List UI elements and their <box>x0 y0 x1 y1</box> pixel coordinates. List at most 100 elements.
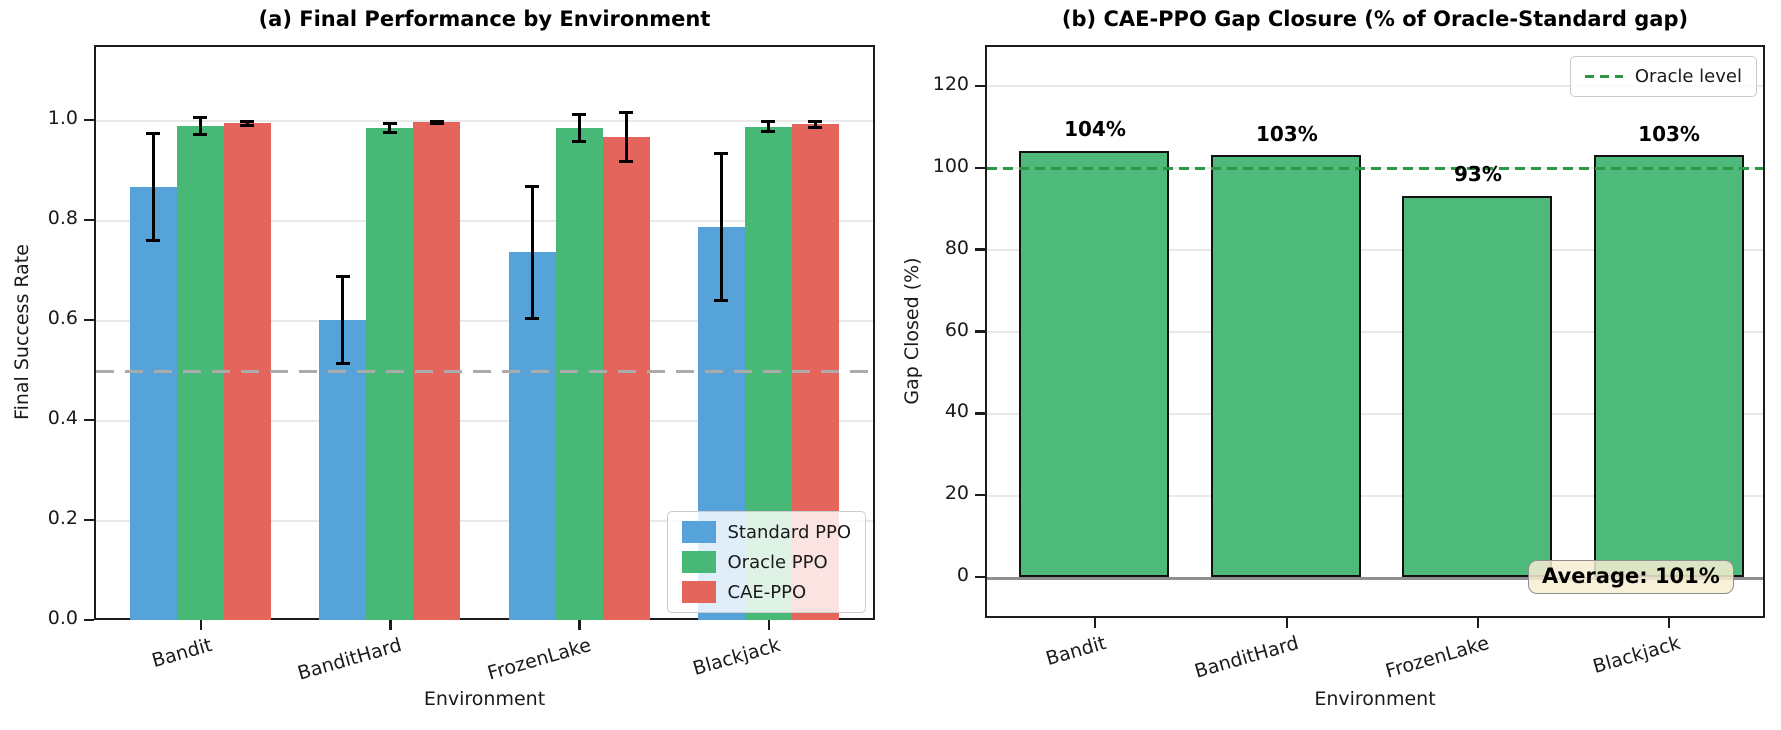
legend-label-oracle-ppo: Oracle PPO <box>727 551 828 573</box>
grid-line-y-0.4 <box>96 419 873 422</box>
grid-line-y-0.8 <box>96 219 873 222</box>
x-tick-label-blackjack: Blackjack <box>1590 632 1684 678</box>
legend-row-standard-ppo: Standard PPO <box>681 521 852 543</box>
chance-level-line <box>96 369 873 373</box>
error-cap-bottom-standard-ppo-bandithard <box>335 361 350 365</box>
error-cap-top-oracle-ppo-frozenlake <box>572 113 587 116</box>
error-cap-top-standard-ppo-frozenlake <box>525 184 540 188</box>
error-cap-bottom-oracle-ppo-frozenlake <box>572 140 587 143</box>
bar-oracle-ppo-bandithard <box>366 127 414 620</box>
error-bar-oracle-ppo-bandit <box>198 115 202 136</box>
error-cap-bottom-standard-ppo-bandit <box>146 239 161 242</box>
legend-swatch-standard-ppo <box>681 521 716 543</box>
panel-a-plot-area <box>94 45 875 620</box>
panel-b-x-axis-label: Environment <box>1314 688 1436 710</box>
x-tick-bandit <box>199 620 203 630</box>
gap-bar-frozenlake <box>1402 195 1553 577</box>
x-tick-label-frozenlake: FrozenLake <box>1383 632 1493 683</box>
y-tick-label-1: 1.0 <box>47 107 78 129</box>
error-cap-top-cae-ppo-bandit <box>240 119 255 123</box>
y-tick-120 <box>975 84 985 88</box>
legend-row-oracle-ppo: Oracle PPO <box>681 551 852 573</box>
bar-label-bandithard: 103% <box>1255 121 1318 146</box>
x-tick-label-bandit: Bandit <box>149 634 216 673</box>
panel-a-legend: Standard PPO Oracle PPO CAE-PPO <box>666 511 866 613</box>
x-tick-bandithard <box>389 620 392 630</box>
bar-oracle-ppo-frozenlake <box>555 128 603 620</box>
zero-line <box>987 576 1763 580</box>
grid-line-y-1 <box>96 119 873 122</box>
error-cap-bottom-cae-ppo-bandit <box>240 123 255 127</box>
x-tick-label-bandithard: BanditHard <box>295 634 405 685</box>
gap-bar-bandithard <box>1211 155 1362 577</box>
y-tick-label-0.2: 0.2 <box>47 507 78 529</box>
grid-line-y-80 <box>987 249 1763 252</box>
grid-line-y-0.6 <box>96 319 873 322</box>
error-bar-oracle-ppo-frozenlake <box>577 113 581 143</box>
legend-label-oracle-level: Oracle level <box>1634 66 1742 87</box>
x-tick-label-bandit: Bandit <box>1043 632 1110 671</box>
error-bar-cae-ppo-blackjack <box>813 119 817 129</box>
error-cap-top-standard-ppo-bandit <box>146 132 161 135</box>
grid-line-y-0.2 <box>96 519 873 522</box>
x-tick-bandithard <box>1285 618 1289 628</box>
error-cap-bottom-standard-ppo-blackjack <box>714 299 729 302</box>
panel-a-title: (a) Final Performance by Environment <box>258 7 711 31</box>
y-tick-20 <box>975 493 985 497</box>
y-tick-label-40: 40 <box>944 400 969 423</box>
legend-label-standard-ppo: Standard PPO <box>727 521 852 543</box>
error-cap-top-oracle-ppo-bandithard <box>382 121 397 125</box>
error-cap-bottom-oracle-ppo-bandit <box>193 132 208 136</box>
error-cap-bottom-cae-ppo-blackjack <box>808 125 823 129</box>
y-tick-100 <box>975 166 985 170</box>
error-bar-standard-ppo-frozenlake <box>530 184 534 320</box>
grid-line-y-40 <box>987 412 1763 415</box>
error-cap-bottom-cae-ppo-bandithard <box>429 121 444 125</box>
legend-row-oracle-level: Oracle level <box>1584 66 1742 87</box>
bar-oracle-ppo-bandit <box>176 125 224 620</box>
y-tick-label-80: 80 <box>944 236 969 259</box>
error-bar-oracle-ppo-bandithard <box>388 121 392 134</box>
x-tick-label-frozenlake: FrozenLake <box>485 634 594 685</box>
panel-b-legend: Oracle level <box>1569 56 1757 97</box>
bar-label-frozenlake: 93% <box>1454 162 1502 187</box>
bar-standard-ppo-bandithard <box>319 319 367 620</box>
error-bar-cae-ppo-frozenlake <box>624 111 628 163</box>
y-tick-label-0.4: 0.4 <box>47 407 78 429</box>
bar-cae-ppo-frozenlake <box>602 137 650 620</box>
error-cap-top-cae-ppo-bandithard <box>429 119 444 123</box>
error-cap-top-standard-ppo-bandithard <box>335 274 350 278</box>
error-cap-top-cae-ppo-blackjack <box>808 119 823 123</box>
y-tick-0.4 <box>84 418 94 422</box>
error-bar-standard-ppo-blackjack <box>719 152 723 302</box>
error-cap-top-oracle-ppo-bandit <box>193 115 208 119</box>
panel-b-plot-area <box>985 45 1765 618</box>
y-tick-label-20: 20 <box>944 482 969 505</box>
y-tick-label-0: 0.0 <box>47 607 78 629</box>
error-cap-bottom-oracle-ppo-blackjack <box>761 130 776 133</box>
dashed-line-icon <box>1584 74 1623 79</box>
y-tick-40 <box>975 412 985 415</box>
error-cap-bottom-oracle-ppo-bandithard <box>382 130 397 134</box>
y-tick-1 <box>84 118 94 122</box>
panel-a-x-axis-label: Environment <box>423 688 546 710</box>
gap-bar-bandit <box>1019 150 1170 577</box>
y-tick-label-0.6: 0.6 <box>47 307 78 329</box>
y-tick-0 <box>84 618 94 622</box>
legend-label-cae-ppo: CAE-PPO <box>727 581 807 603</box>
y-tick-60 <box>975 330 985 333</box>
panel-b-title: (b) CAE-PPO Gap Closure (% of Oracle-Sta… <box>1061 7 1689 31</box>
oracle-level-line <box>987 166 1763 171</box>
x-tick-frozenlake <box>1476 618 1480 628</box>
grid-line-y-60 <box>987 331 1763 333</box>
bar-label-bandit: 104% <box>1064 117 1126 142</box>
average-annotation: Average: 101% <box>1528 560 1734 594</box>
y-tick-label-0: 0 <box>956 564 969 587</box>
error-cap-top-standard-ppo-blackjack <box>714 152 729 155</box>
x-tick-blackjack <box>767 620 771 630</box>
y-tick-0 <box>975 575 985 579</box>
x-tick-bandit <box>1093 618 1097 628</box>
legend-row-cae-ppo: CAE-PPO <box>681 581 852 603</box>
error-cap-bottom-standard-ppo-frozenlake <box>525 316 540 320</box>
